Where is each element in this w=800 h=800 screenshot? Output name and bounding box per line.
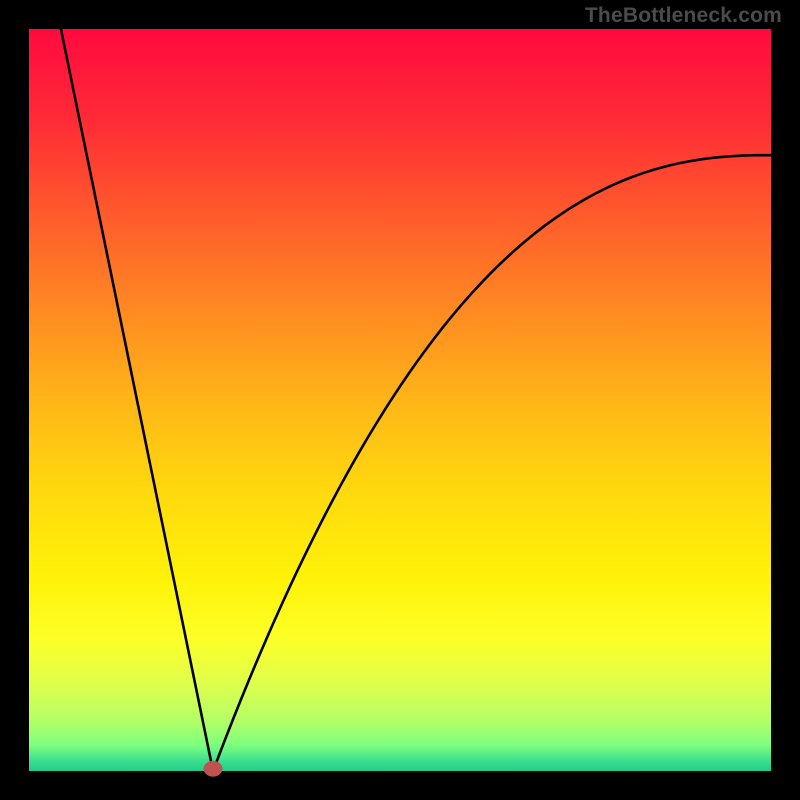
chart-root: TheBottleneck.com (0, 0, 800, 800)
chart-plot-area (29, 29, 771, 771)
chart-svg (0, 0, 800, 800)
min-marker (204, 761, 222, 776)
watermark-text: TheBottleneck.com (585, 4, 782, 28)
